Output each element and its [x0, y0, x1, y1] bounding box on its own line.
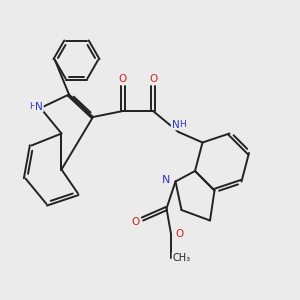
Text: N: N [162, 175, 171, 185]
Text: O: O [119, 74, 127, 84]
Text: H: H [29, 102, 35, 111]
Text: N: N [172, 119, 179, 130]
Text: O: O [149, 74, 157, 84]
Text: N: N [35, 101, 43, 112]
Text: CH₃: CH₃ [172, 253, 190, 263]
Text: H: H [179, 120, 185, 129]
Text: O: O [131, 217, 139, 227]
Text: O: O [176, 229, 184, 239]
